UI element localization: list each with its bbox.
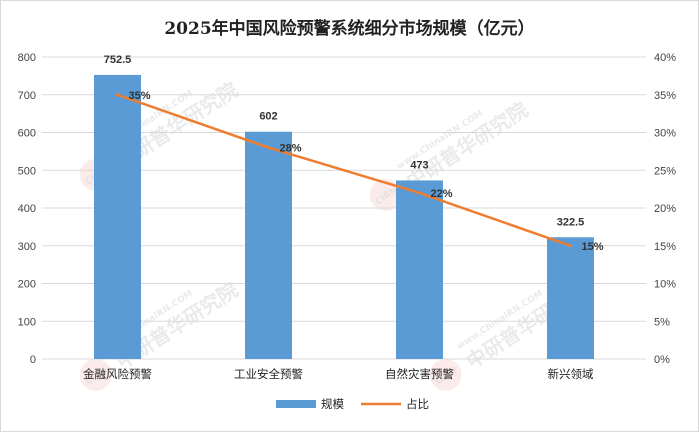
category-label: 金融风险预警 xyxy=(83,367,152,381)
bar xyxy=(547,237,594,359)
right-tick-label: 5% xyxy=(654,316,670,328)
line-point xyxy=(267,146,270,150)
bar xyxy=(245,131,292,359)
right-tick-label: 15% xyxy=(654,241,676,253)
left-tick-label: 300 xyxy=(18,241,36,253)
legend: 规模 占比 xyxy=(276,397,429,411)
line-point xyxy=(418,191,421,195)
left-axis: 0 100 200 300 400 500 600 700 800 xyxy=(18,52,36,366)
right-tick-label: 30% xyxy=(654,128,676,140)
line-series: 35% 28% 22% 15% xyxy=(116,90,604,253)
category-axis: 金融风险预警 工业安全预警 自然灾害预警 新兴领域 xyxy=(83,367,594,381)
category-label: 自然灾害预警 xyxy=(385,367,454,381)
share-line xyxy=(117,93,571,247)
bar xyxy=(94,74,141,360)
legend-label: 规模 xyxy=(321,397,344,411)
watermark-logo xyxy=(369,178,402,211)
left-tick-label: 500 xyxy=(18,165,36,177)
right-tick-label: 10% xyxy=(654,279,676,291)
bar-value-label: 752.5 xyxy=(104,54,132,66)
category-label: 工业安全预警 xyxy=(234,367,303,381)
legend-label: 占比 xyxy=(406,397,429,411)
line-value-label: 28% xyxy=(280,143,302,155)
watermark-layer: CIRNwww.ChinaIRN.COM中研普华研究院CIRNwww.China… xyxy=(79,77,592,391)
right-axis: 0% 5% 10% 15% 20% 25% 30% 35% 40% xyxy=(654,52,676,366)
bar-value-label: 322.5 xyxy=(557,216,585,228)
right-tick-label: 0% xyxy=(654,354,670,366)
right-tick-label: 40% xyxy=(654,52,676,64)
bar xyxy=(396,180,443,359)
left-tick-label: 800 xyxy=(18,52,36,64)
right-tick-label: 20% xyxy=(654,203,676,215)
right-tick-label: 35% xyxy=(654,90,676,102)
category-label: 新兴领域 xyxy=(548,367,594,381)
right-tick-label: 25% xyxy=(654,165,676,177)
line-point xyxy=(116,93,119,97)
line-value-label: 15% xyxy=(582,241,604,253)
line-value-label: 35% xyxy=(129,90,151,102)
gridlines xyxy=(42,56,646,360)
legend-swatch-bar xyxy=(276,400,316,408)
bar-value-label: 473 xyxy=(410,159,428,171)
left-tick-label: 400 xyxy=(18,203,36,215)
watermark-logo xyxy=(429,358,462,391)
left-tick-label: 600 xyxy=(18,128,36,140)
left-tick-label: 100 xyxy=(18,316,36,328)
chart-title: 2025年中国风险预警系统细分市场规模（亿元） xyxy=(164,18,534,39)
line-value-label: 22% xyxy=(431,188,453,200)
left-tick-label: 700 xyxy=(18,90,36,102)
bar-series: 752.5 602 473 322.5 xyxy=(94,54,594,360)
bar-value-label: 602 xyxy=(259,111,277,123)
watermark-logo xyxy=(79,358,112,391)
line-point xyxy=(569,244,572,248)
left-tick-label: 200 xyxy=(18,279,36,291)
left-tick-label: 0 xyxy=(30,354,36,366)
